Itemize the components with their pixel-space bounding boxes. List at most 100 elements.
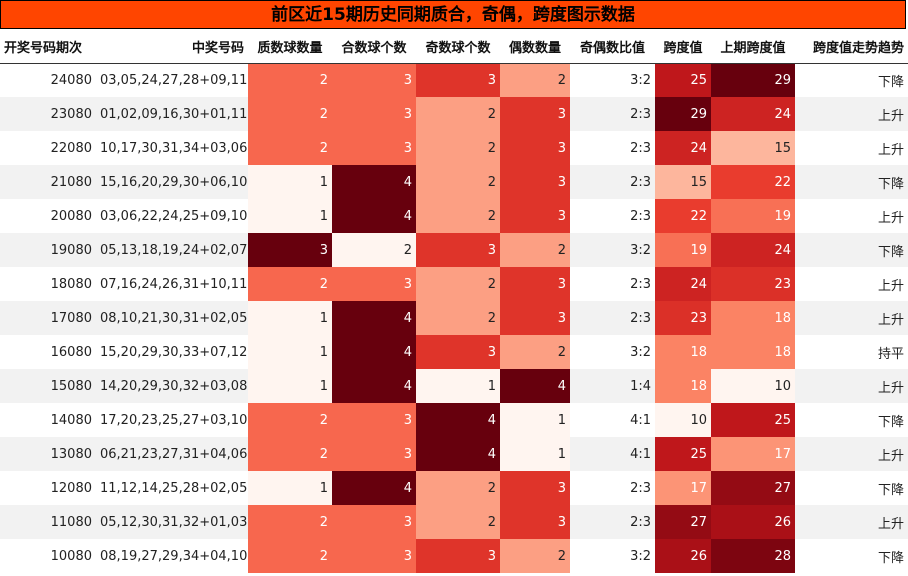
table-row: 21080 15,16,20,29,30+06,10 1 4 2 3 2:3 15 22 下降 — [0, 165, 908, 199]
header-row: 开奖号码期次 中奖号码 质数球数量 合数球个数 奇数球个数 偶数数量 奇偶数比值… — [0, 31, 908, 64]
cell-trend: 下降 — [795, 165, 908, 199]
cell-odd: 3 — [416, 63, 500, 97]
chart-title: 前区近15期历史同期质合，奇偶，跨度图示数据 — [0, 0, 906, 29]
cell-odd: 3 — [416, 233, 500, 267]
cell-issue: 20080 — [0, 199, 96, 233]
cell-composite: 4 — [332, 165, 416, 199]
cell-trend: 上升 — [795, 505, 908, 539]
cell-issue: 22080 — [0, 131, 96, 165]
table-row: 15080 14,20,29,30,32+03,08 1 4 1 4 1:4 18 10 上升 — [0, 369, 908, 403]
cell-ratio: 3:2 — [570, 335, 655, 369]
col-header-numbers: 中奖号码 — [96, 31, 248, 64]
cell-composite: 4 — [332, 335, 416, 369]
cell-even: 3 — [500, 131, 570, 165]
cell-even: 3 — [500, 165, 570, 199]
cell-composite: 3 — [332, 505, 416, 539]
cell-even: 3 — [500, 301, 570, 335]
cell-span: 26 — [655, 539, 711, 573]
cell-trend: 上升 — [795, 437, 908, 471]
cell-even: 3 — [500, 505, 570, 539]
col-header-prev-span: 上期跨度值 — [711, 31, 795, 64]
cell-issue: 14080 — [0, 403, 96, 437]
cell-numbers: 05,13,18,19,24+02,07 — [96, 233, 248, 267]
cell-prime: 2 — [248, 267, 332, 301]
cell-odd: 2 — [416, 505, 500, 539]
col-header-trend: 跨度值走势趋势 — [795, 31, 908, 64]
cell-prev-span: 29 — [711, 63, 795, 97]
cell-prev-span: 28 — [711, 539, 795, 573]
cell-composite: 3 — [332, 437, 416, 471]
cell-ratio: 4:1 — [570, 403, 655, 437]
cell-odd: 2 — [416, 199, 500, 233]
cell-even: 3 — [500, 199, 570, 233]
cell-prime: 1 — [248, 301, 332, 335]
cell-composite: 4 — [332, 301, 416, 335]
cell-trend: 上升 — [795, 369, 908, 403]
cell-even: 1 — [500, 403, 570, 437]
cell-odd: 2 — [416, 97, 500, 131]
cell-issue: 12080 — [0, 471, 96, 505]
cell-trend: 上升 — [795, 301, 908, 335]
cell-even: 3 — [500, 471, 570, 505]
cell-issue: 13080 — [0, 437, 96, 471]
cell-composite: 3 — [332, 539, 416, 573]
cell-trend: 下降 — [795, 403, 908, 437]
cell-even: 2 — [500, 335, 570, 369]
cell-even: 4 — [500, 369, 570, 403]
cell-span: 25 — [655, 437, 711, 471]
cell-odd: 3 — [416, 539, 500, 573]
cell-numbers: 10,17,30,31,34+03,06 — [96, 131, 248, 165]
table-row: 20080 03,06,22,24,25+09,10 1 4 2 3 2:3 22 19 上升 — [0, 199, 908, 233]
cell-issue: 24080 — [0, 63, 96, 97]
cell-prime: 2 — [248, 437, 332, 471]
cell-composite: 4 — [332, 199, 416, 233]
table-row: 19080 05,13,18,19,24+02,07 3 2 3 2 3:2 19 24 下降 — [0, 233, 908, 267]
table-row: 18080 07,16,24,26,31+10,11 2 3 2 3 2:3 24 23 上升 — [0, 267, 908, 301]
cell-prime: 1 — [248, 369, 332, 403]
cell-even: 1 — [500, 437, 570, 471]
cell-span: 27 — [655, 505, 711, 539]
cell-even: 2 — [500, 233, 570, 267]
cell-prev-span: 15 — [711, 131, 795, 165]
cell-span: 29 — [655, 97, 711, 131]
cell-ratio: 3:2 — [570, 233, 655, 267]
cell-ratio: 2:3 — [570, 267, 655, 301]
cell-ratio: 3:2 — [570, 539, 655, 573]
cell-prime: 1 — [248, 335, 332, 369]
col-header-span: 跨度值 — [655, 31, 711, 64]
cell-issue: 15080 — [0, 369, 96, 403]
cell-even: 3 — [500, 267, 570, 301]
cell-prev-span: 22 — [711, 165, 795, 199]
cell-ratio: 2:3 — [570, 165, 655, 199]
col-header-composite: 合数球个数 — [332, 31, 416, 64]
cell-composite: 3 — [332, 97, 416, 131]
cell-prev-span: 10 — [711, 369, 795, 403]
cell-composite: 3 — [332, 267, 416, 301]
cell-composite: 3 — [332, 403, 416, 437]
cell-odd: 2 — [416, 471, 500, 505]
cell-span: 24 — [655, 131, 711, 165]
cell-odd: 4 — [416, 437, 500, 471]
cell-prime: 2 — [248, 505, 332, 539]
table-row: 10080 08,19,27,29,34+04,10 2 3 3 2 3:2 26 28 下降 — [0, 539, 908, 573]
cell-odd: 1 — [416, 369, 500, 403]
cell-issue: 19080 — [0, 233, 96, 267]
table-row: 24080 03,05,24,27,28+09,11 2 3 3 2 3:2 25 29 下降 — [0, 63, 908, 97]
cell-numbers: 07,16,24,26,31+10,11 — [96, 267, 248, 301]
cell-prev-span: 19 — [711, 199, 795, 233]
cell-ratio: 2:3 — [570, 97, 655, 131]
cell-numbers: 03,05,24,27,28+09,11 — [96, 63, 248, 97]
data-table: 开奖号码期次 中奖号码 质数球数量 合数球个数 奇数球个数 偶数数量 奇偶数比值… — [0, 31, 908, 573]
cell-even: 2 — [500, 63, 570, 97]
cell-ratio: 2:3 — [570, 199, 655, 233]
cell-odd: 4 — [416, 403, 500, 437]
col-header-even: 偶数数量 — [500, 31, 570, 64]
table-row: 16080 15,20,29,30,33+07,12 1 4 3 2 3:2 18 18 持平 — [0, 335, 908, 369]
table-row: 12080 11,12,14,25,28+02,05 1 4 2 3 2:3 17 27 下降 — [0, 471, 908, 505]
cell-even: 2 — [500, 539, 570, 573]
cell-numbers: 08,10,21,30,31+02,05 — [96, 301, 248, 335]
table-row: 23080 01,02,09,16,30+01,11 2 3 2 3 2:3 29 24 上升 — [0, 97, 908, 131]
cell-composite: 4 — [332, 369, 416, 403]
cell-issue: 16080 — [0, 335, 96, 369]
table-row: 22080 10,17,30,31,34+03,06 2 3 2 3 2:3 24 15 上升 — [0, 131, 908, 165]
